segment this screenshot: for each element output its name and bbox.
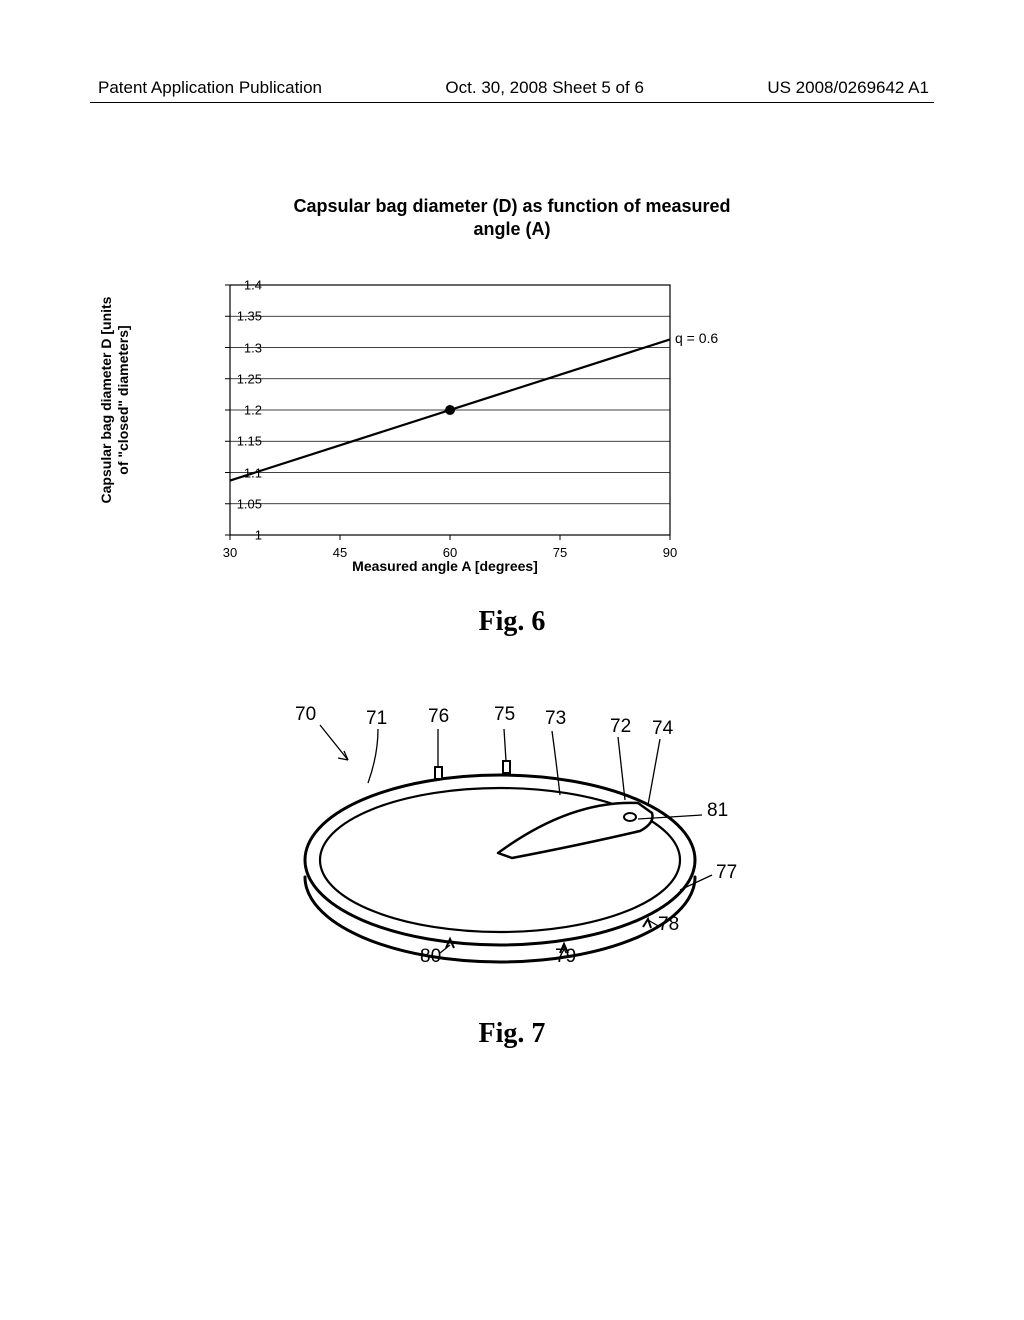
leader-74 (648, 739, 660, 805)
y-tick-1-15: 1.15 (237, 434, 262, 449)
y-tick-1-3: 1.3 (244, 340, 262, 355)
y-label-line1: Capsular bag diameter D [units (98, 297, 114, 504)
fig7-svg (260, 705, 760, 1005)
y-tick-1-35: 1.35 (237, 309, 262, 324)
y-tick-1-1: 1.1 (244, 465, 262, 480)
ref-80: 80 (420, 946, 441, 968)
fig6-caption: Fig. 6 (0, 606, 1024, 638)
ref-78: 78 (658, 914, 679, 936)
leader-71 (368, 729, 378, 783)
y-label-line2: of "closed" diameters] (115, 325, 131, 474)
ref-70: 70 (295, 704, 316, 726)
y-tick-marks (225, 285, 230, 535)
y-tick-1-2: 1.2 (244, 403, 262, 418)
ref-74: 74 (652, 718, 673, 740)
ref-77: 77 (716, 862, 737, 884)
y-tick-1-4: 1.4 (244, 278, 262, 293)
leader-75 (504, 729, 506, 761)
ring-top-outer (305, 775, 695, 945)
ring-tab-2 (503, 761, 510, 773)
fig7-caption: Fig. 7 (0, 1018, 1024, 1050)
y-tick-1-05: 1.05 (237, 496, 262, 511)
x-tick-90: 90 (663, 545, 677, 560)
fig7-diagram (260, 705, 760, 1005)
header-rule (90, 102, 934, 103)
ref-81: 81 (707, 800, 728, 822)
leader-73 (552, 731, 560, 795)
patent-page: Patent Application Publication Oct. 30, … (0, 0, 1024, 1320)
ref-79: 79 (555, 946, 576, 968)
ref-75: 75 (494, 704, 515, 726)
ref-76: 76 (428, 706, 449, 728)
chart-title: Capsular bag diameter (D) as function of… (0, 195, 1024, 242)
header-right: US 2008/0269642 A1 (767, 78, 929, 98)
ref-73: 73 (545, 708, 566, 730)
ref-72: 72 (610, 716, 631, 738)
leader-80 (440, 945, 450, 953)
chart-area: 1 1.05 1.1 1.15 1.2 1.25 1.3 1.35 1.4 30… (170, 275, 730, 545)
x-tick-marks (230, 535, 670, 540)
chart-annotation-q: q = 0.6 (675, 330, 718, 346)
chart-title-line1: Capsular bag diameter (D) as function of… (293, 196, 730, 216)
y-axis-label: Capsular bag diameter D [units of "close… (98, 297, 132, 504)
header-left: Patent Application Publication (98, 78, 322, 98)
leader-72 (618, 737, 625, 800)
ref-71: 71 (366, 708, 387, 730)
header-center: Oct. 30, 2008 Sheet 5 of 6 (445, 78, 643, 98)
chart-title-line2: angle (A) (473, 219, 550, 239)
y-tick-1-25: 1.25 (237, 371, 262, 386)
y-tick-1: 1 (255, 528, 262, 543)
page-header: Patent Application Publication Oct. 30, … (0, 78, 1024, 98)
ring-overlap-arm (498, 803, 653, 858)
leader-70 (320, 725, 348, 760)
data-marker (445, 405, 455, 415)
x-axis-label: Measured angle A [degrees] (235, 558, 655, 574)
ring-tab-1 (435, 767, 442, 779)
